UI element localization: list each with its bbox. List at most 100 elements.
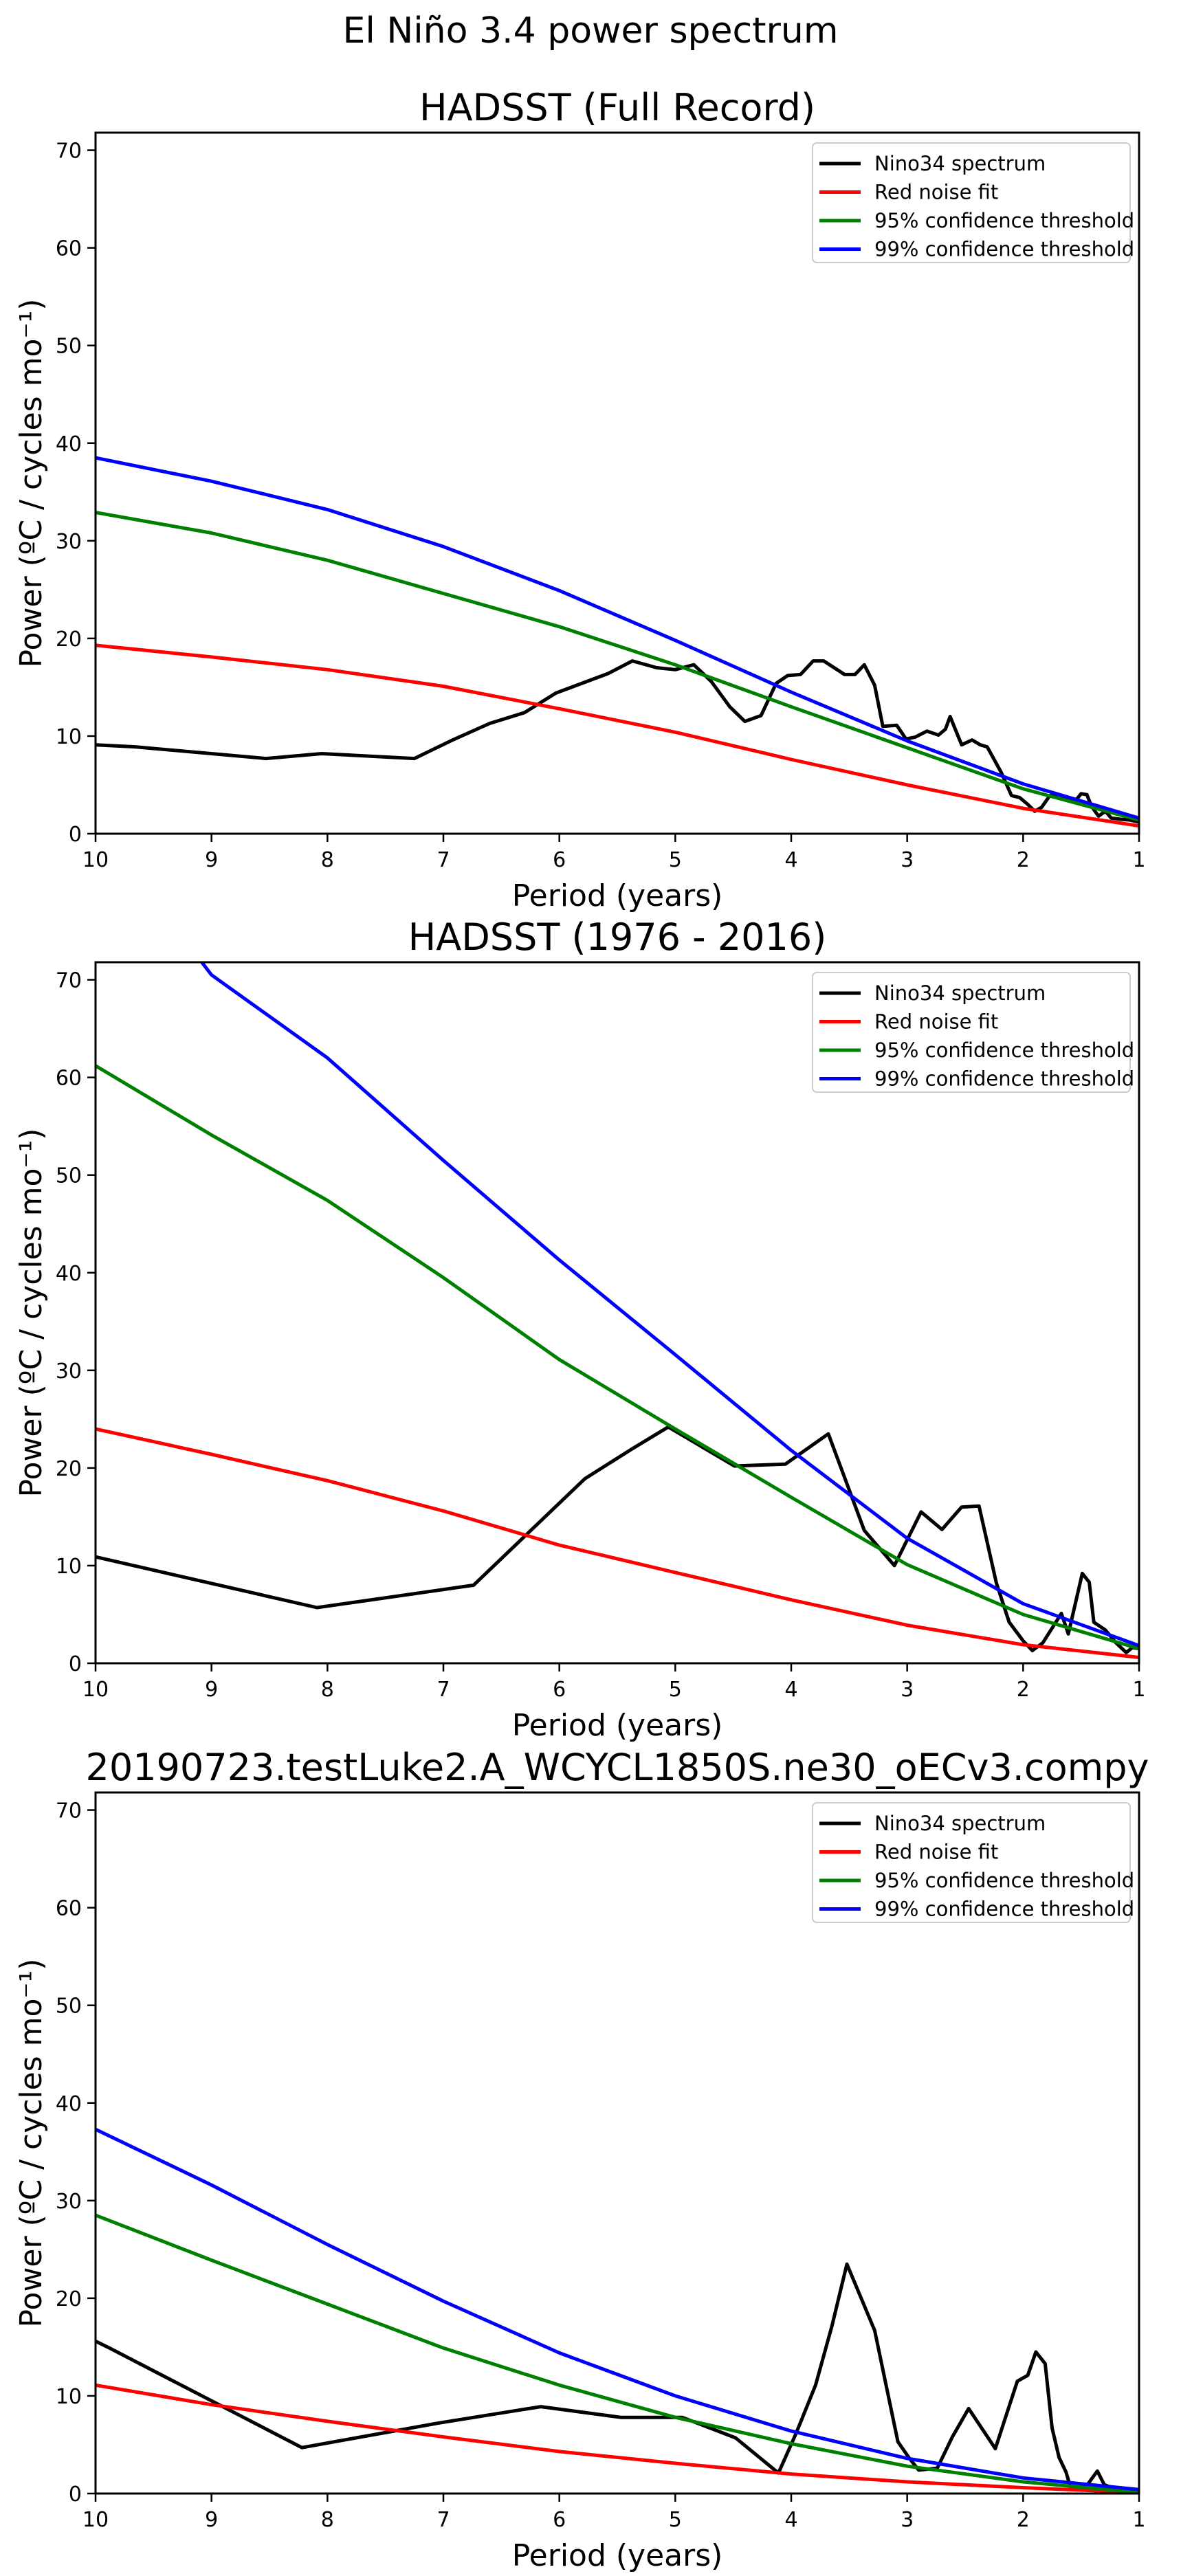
legend-label-conf95: 95% confidence threshold [874, 1039, 1134, 1062]
x-tick-label: 10 [82, 2508, 109, 2532]
x-tick-label: 8 [321, 2508, 334, 2532]
y-tick-label: 50 [56, 1995, 82, 2019]
x-tick-label: 2 [1017, 848, 1030, 872]
series-line-conf95 [96, 2213, 1139, 2494]
y-tick-label: 10 [56, 725, 82, 749]
series-line-conf99 [96, 456, 1139, 820]
plot-area [96, 962, 1139, 1659]
legend: Nino34 spectrum Red noise fit 95% confiden… [812, 972, 1134, 1093]
y-axis-label: Power (ºC / cycles mo⁻¹) [14, 1959, 49, 2328]
legend-label-conf99: 99% confidence threshold [874, 1067, 1134, 1091]
x-tick-label: 3 [901, 2508, 914, 2532]
x-tick-label: 6 [553, 848, 566, 872]
x-tick-label: 4 [784, 2508, 797, 2532]
chart-title: HADSST (1976 - 2016) [408, 915, 827, 959]
series-line-red-noise [96, 643, 1139, 828]
series-line-conf95 [96, 1064, 1139, 1651]
series-line-spectrum [96, 659, 1139, 824]
legend-label-conf95: 95% confidence threshold [874, 209, 1134, 232]
x-tick-label: 3 [901, 848, 914, 872]
y-tick-label: 0 [69, 823, 82, 847]
x-tick-label: 2 [1017, 2508, 1030, 2532]
legend-box [812, 972, 1131, 1093]
legend: Nino34 spectrum Red noise fit 95% confiden… [812, 142, 1134, 263]
plot-area [96, 2127, 1139, 2494]
series-line-red-noise [96, 1427, 1139, 1659]
y-tick-label: 40 [56, 2092, 82, 2116]
x-tick-label: 1 [1132, 1678, 1145, 1702]
x-axis-label: Period (years) [512, 1708, 723, 1743]
y-tick-label: 20 [56, 1457, 82, 1481]
y-tick-label: 60 [56, 1067, 82, 1091]
y-tick-label: 10 [56, 2385, 82, 2409]
x-tick-label: 2 [1017, 1678, 1030, 1702]
x-tick-label: 5 [669, 1678, 682, 1702]
legend: Nino34 spectrum Red noise fit 95% confiden… [812, 1802, 1134, 1923]
legend-label-spectrum: Nino34 spectrum [874, 152, 1046, 175]
series-line-conf99 [199, 962, 1139, 1647]
legend-box [812, 142, 1131, 263]
series-line-conf95 [96, 511, 1139, 822]
x-tick-label: 7 [437, 2508, 450, 2532]
legend-label-red-noise: Red noise fit [874, 1841, 998, 1864]
legend-label-red-noise: Red noise fit [874, 181, 998, 204]
y-tick-label: 70 [56, 1799, 82, 1823]
x-tick-label: 7 [437, 1678, 450, 1702]
y-tick-label: 70 [56, 969, 82, 993]
y-tick-label: 30 [56, 1359, 82, 1384]
legend-label-red-noise: Red noise fit [874, 1010, 998, 1034]
series-line-spectrum [96, 1425, 1139, 1654]
y-tick-label: 40 [56, 1262, 82, 1286]
plot-area [96, 456, 1139, 828]
x-tick-label: 5 [669, 2508, 682, 2532]
y-tick-label: 20 [56, 628, 82, 652]
chart-panel-3: 20190723.testLuke2.A_WCYCL1850S.ne30_oEC… [14, 1746, 1149, 2573]
legend-label-conf95: 95% confidence threshold [874, 1869, 1134, 1892]
x-tick-label: 10 [82, 848, 109, 872]
y-tick-label: 50 [56, 335, 82, 359]
y-axis-label: Power (ºC / cycles mo⁻¹) [14, 299, 49, 668]
axes-frame [94, 1791, 1140, 2495]
x-axis-label: Period (years) [512, 878, 723, 913]
y-tick-label: 10 [56, 1555, 82, 1579]
legend-label-spectrum: Nino34 spectrum [874, 981, 1046, 1005]
x-tick-label: 9 [205, 1678, 218, 1702]
x-tick-label: 10 [82, 1678, 109, 1702]
x-tick-label: 8 [321, 848, 334, 872]
x-tick-label: 9 [205, 848, 218, 872]
y-tick-label: 0 [69, 2483, 82, 2507]
y-tick-label: 40 [56, 432, 82, 456]
figure-suptitle: El Niño 3.4 power spectrum [342, 10, 838, 52]
y-tick-label: 60 [56, 237, 82, 261]
y-axis-label: Power (ºC / cycles mo⁻¹) [14, 1129, 49, 1498]
x-tick-label: 3 [901, 1678, 914, 1702]
chart-title: HADSST (Full Record) [419, 86, 815, 129]
y-tick-label: 0 [69, 1652, 82, 1676]
y-tick-label: 30 [56, 2190, 82, 2214]
y-tick-label: 30 [56, 530, 82, 554]
axes-frame [94, 961, 1140, 1665]
x-axis-label: Period (years) [512, 2538, 723, 2573]
x-tick-label: 4 [784, 848, 797, 872]
legend-label-conf99: 99% confidence threshold [874, 238, 1134, 261]
x-tick-label: 8 [321, 1678, 334, 1702]
series-line-conf99 [96, 2127, 1139, 2491]
legend-box [812, 1802, 1131, 1923]
y-tick-label: 20 [56, 2287, 82, 2311]
chart-title: 20190723.testLuke2.A_WCYCL1850S.ne30_oEC… [85, 1746, 1149, 1789]
y-tick-label: 60 [56, 1897, 82, 1921]
y-tick-label: 70 [56, 140, 82, 164]
legend-label-conf99: 99% confidence threshold [874, 1898, 1134, 1921]
x-tick-label: 1 [1132, 848, 1145, 872]
y-tick-label: 50 [56, 1164, 82, 1188]
axes-frame [94, 131, 1140, 835]
x-tick-label: 9 [205, 2508, 218, 2532]
x-tick-label: 1 [1132, 2508, 1145, 2532]
x-tick-label: 6 [553, 2508, 566, 2532]
legend-label-spectrum: Nino34 spectrum [874, 1812, 1046, 1835]
x-tick-label: 5 [669, 848, 682, 872]
x-tick-label: 6 [553, 1678, 566, 1702]
